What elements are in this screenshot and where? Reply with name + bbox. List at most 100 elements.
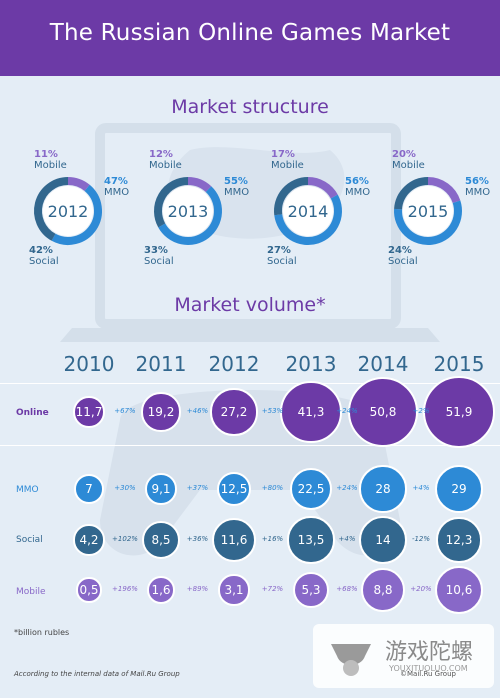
social-label: Social bbox=[388, 256, 418, 267]
page-title: The Russian Online Games Market bbox=[49, 20, 451, 46]
mobile-label: Mobile bbox=[34, 160, 67, 171]
growth-label-mobile: +89% bbox=[186, 585, 209, 593]
growth-label-online: +46% bbox=[186, 407, 209, 415]
donut-slice-mmo bbox=[274, 194, 342, 245]
bubble-mmo-2015: 29 bbox=[435, 465, 483, 513]
bubble-online-2015: 51,9 bbox=[423, 376, 495, 448]
growth-label-mmo: +80% bbox=[261, 484, 284, 492]
bubble-mobile-2013: 5,3 bbox=[293, 572, 329, 608]
donut-slice-mobile bbox=[187, 177, 212, 193]
mmo-pct: 55% bbox=[224, 176, 248, 187]
bubble-social-2014: 14 bbox=[359, 516, 407, 564]
donut-year: 2013 bbox=[167, 202, 209, 221]
growth-label-social: -12% bbox=[411, 535, 431, 543]
mobile-label: Mobile bbox=[392, 160, 425, 171]
donut-2014 bbox=[274, 177, 342, 245]
donut-slice-mmo bbox=[51, 184, 102, 245]
donut-slice-social bbox=[274, 177, 309, 216]
year-header: 2011 bbox=[135, 352, 187, 376]
mobile-pct: 12% bbox=[149, 149, 173, 160]
mmo-label: MMO bbox=[104, 187, 130, 198]
donut-center bbox=[283, 186, 333, 236]
mobile-pct: 20% bbox=[392, 149, 416, 160]
bubble-mmo-2013: 22,5 bbox=[289, 467, 333, 511]
bubble-social-2010: 4,2 bbox=[73, 524, 105, 556]
growth-label-social: +36% bbox=[186, 535, 209, 543]
mmo-pct: 56% bbox=[345, 176, 369, 187]
bubble-mobile-2010: 0,5 bbox=[76, 577, 102, 603]
bubble-mobile-2014: 8,8 bbox=[361, 568, 405, 612]
growth-label-online: +53% bbox=[261, 407, 284, 415]
donut-slice-mobile bbox=[67, 177, 90, 192]
bubble-online-2012: 27,2 bbox=[210, 388, 258, 436]
year-header: 2012 bbox=[208, 352, 260, 376]
donut-slice-social bbox=[394, 177, 429, 210]
gyroscope-logo-icon bbox=[331, 644, 371, 676]
social-label: Social bbox=[29, 256, 59, 267]
brand-credit: ©Mail.Ru Group bbox=[400, 670, 456, 678]
bubble-mobile-2015: 10,6 bbox=[435, 566, 483, 614]
row-label-online: Online bbox=[16, 408, 49, 418]
growth-label-mobile: +20% bbox=[410, 585, 432, 593]
growth-label-social: +16% bbox=[261, 535, 284, 543]
market-structure-donuts bbox=[34, 177, 462, 245]
bubble-mobile-2011: 1,6 bbox=[147, 576, 175, 604]
bubble-online-2011: 19,2 bbox=[141, 392, 181, 432]
mobile-label: Mobile bbox=[149, 160, 182, 171]
mmo-pct: 47% bbox=[104, 176, 128, 187]
growth-label-social: +4% bbox=[338, 535, 356, 543]
donut-slice-mmo bbox=[394, 200, 462, 245]
source-note: According to the internal data of Mail.R… bbox=[14, 670, 180, 678]
year-header: 2014 bbox=[357, 352, 409, 376]
market-volume-title: Market volume* bbox=[174, 294, 326, 316]
social-pct: 42% bbox=[29, 245, 53, 256]
year-header: 2013 bbox=[285, 352, 337, 376]
growth-label-mobile: +196% bbox=[112, 585, 138, 593]
mobile-pct: 17% bbox=[271, 149, 295, 160]
mmo-label: MMO bbox=[465, 187, 491, 198]
growth-label-mmo: +4% bbox=[412, 484, 430, 492]
footnote: *billion rubles bbox=[14, 628, 70, 637]
growth-label-online: +67% bbox=[114, 407, 136, 415]
bubble-mmo-2010: 7 bbox=[74, 474, 104, 504]
mmo-label: MMO bbox=[345, 187, 371, 198]
mmo-label: MMO bbox=[224, 187, 250, 198]
bubble-mobile-2012: 3,1 bbox=[218, 574, 250, 606]
bubble-mmo-2014: 28 bbox=[359, 465, 407, 513]
row-label-social: Social bbox=[16, 535, 43, 545]
header-bar: The Russian Online Games Market bbox=[0, 0, 500, 76]
mobile-label: Mobile bbox=[271, 160, 304, 171]
bubble-online-2013: 41,3 bbox=[280, 381, 342, 443]
social-pct: 27% bbox=[267, 245, 291, 256]
bubble-online-2010: 11,7 bbox=[73, 396, 105, 428]
donut-2012 bbox=[34, 177, 102, 245]
donut-year: 2015 bbox=[407, 202, 449, 221]
watermark: 游戏陀螺 YOUXITUOLUO.COM bbox=[313, 624, 494, 688]
growth-label-mmo: +24% bbox=[336, 484, 358, 492]
growth-label-social: +102% bbox=[112, 535, 138, 543]
donut-2013 bbox=[154, 177, 222, 245]
watermark-url: YOUXITUOLUO.COM bbox=[389, 664, 468, 673]
row-divider bbox=[0, 445, 500, 446]
growth-label-mobile: +68% bbox=[336, 585, 358, 593]
social-pct: 33% bbox=[144, 245, 168, 256]
bubble-mmo-2012: 12,5 bbox=[216, 471, 252, 507]
bubble-social-2012: 11,6 bbox=[212, 518, 256, 562]
year-header: 2015 bbox=[433, 352, 485, 376]
donut-year: 2014 bbox=[287, 202, 329, 221]
mobile-pct: 11% bbox=[34, 149, 58, 160]
bubble-online-2014: 50,8 bbox=[347, 376, 419, 448]
donut-2015 bbox=[394, 177, 462, 245]
growth-label-mmo: +30% bbox=[114, 484, 136, 492]
donut-slice-social bbox=[34, 177, 69, 241]
row-label-mmo: MMO bbox=[16, 485, 39, 495]
social-pct: 24% bbox=[388, 245, 412, 256]
donut-slice-mobile bbox=[307, 177, 338, 199]
donut-slice-mmo bbox=[158, 186, 222, 245]
donut-center bbox=[163, 186, 213, 236]
bubble-social-2011: 8,5 bbox=[141, 520, 181, 560]
row-label-mobile: Mobile bbox=[16, 587, 46, 597]
social-label: Social bbox=[144, 256, 174, 267]
watermark-text: 游戏陀螺 bbox=[385, 640, 474, 665]
bubble-social-2013: 13,5 bbox=[287, 516, 335, 564]
